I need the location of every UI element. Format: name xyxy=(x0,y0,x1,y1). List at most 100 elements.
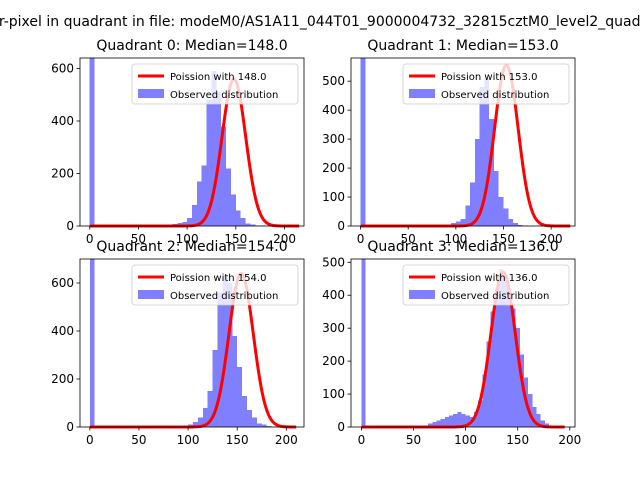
subplot-grid: 0 50 100 150 200 0 200 400 600 Poission with 148.… xyxy=(51,38,581,447)
x-tick-label: 150 xyxy=(224,232,247,246)
legend: Poission with 148.0 Observed distribution xyxy=(131,63,299,105)
histogram-bar xyxy=(227,283,233,427)
histogram-bar xyxy=(513,223,518,226)
legend-fit-label: Poission with 153.0 xyxy=(441,72,537,83)
y-tick-label: 600 xyxy=(51,276,74,290)
y-tick-label: 400 xyxy=(51,324,74,338)
subplot-quadrant-3: 0 50 100 150 200 0 100 200 300 400 500 Poission wit… xyxy=(322,239,581,447)
histogram-bar xyxy=(503,275,508,427)
histogram-bar xyxy=(490,311,495,427)
histogram-bar xyxy=(192,422,198,427)
histogram-bars xyxy=(89,259,272,427)
legend-hist-label: Observed distribution xyxy=(441,90,549,101)
histogram-bar xyxy=(489,118,494,226)
histogram-bar xyxy=(89,58,95,226)
histogram-bar xyxy=(217,292,223,427)
histogram-bar xyxy=(486,341,491,427)
histogram-bar xyxy=(470,182,475,226)
histogram-bar xyxy=(261,424,267,427)
y-tick-label: 500 xyxy=(322,255,345,269)
histogram-bar xyxy=(473,412,479,427)
histogram-bar xyxy=(515,328,520,427)
histogram-bar xyxy=(177,222,183,226)
legend-hist-label: Observed distribution xyxy=(170,90,278,101)
histogram-bar xyxy=(444,417,449,427)
y-tick-label: 500 xyxy=(322,74,345,88)
histogram-bar xyxy=(436,420,441,427)
legend-hist-swatch xyxy=(409,290,435,299)
subplot-title: Quadrant 3: Median=136.0 xyxy=(367,239,558,255)
histogram-bar xyxy=(242,395,248,427)
histogram-bar xyxy=(247,410,252,427)
legend-fit-label: Poission with 154.0 xyxy=(170,273,266,284)
x-tick-label: 100 xyxy=(177,433,200,447)
subplot-quadrant-1: 0 50 100 150 200 0 100 200 300 400 500 Poission wit… xyxy=(322,38,576,246)
histogram-bar xyxy=(465,415,470,427)
histogram-bar xyxy=(482,374,487,427)
x-tick-label: 0 xyxy=(358,433,366,447)
histogram-bar xyxy=(222,275,228,427)
histogram-bar xyxy=(197,417,203,427)
x-tick-label: 150 xyxy=(492,232,515,246)
legend-box xyxy=(402,264,570,306)
x-tick-label: 50 xyxy=(131,232,146,246)
histogram-bar xyxy=(461,413,466,427)
legend: Poission with 153.0 Observed distribution xyxy=(402,63,570,105)
histogram-bar xyxy=(440,418,445,427)
x-tick-label: 50 xyxy=(131,433,146,447)
histogram-bar xyxy=(206,100,212,226)
histogram-bar xyxy=(508,218,514,226)
y-tick-label: 100 xyxy=(322,190,345,204)
histogram-bar xyxy=(89,259,95,427)
histogram-bar xyxy=(230,194,236,226)
histogram-bar xyxy=(474,139,480,226)
histogram-bar xyxy=(507,295,512,427)
histogram-bar xyxy=(221,126,227,226)
histogram-bar xyxy=(455,221,461,226)
y-tick-label: 400 xyxy=(51,114,74,128)
subplot-title: Quadrant 2: Median=154.0 xyxy=(96,239,287,255)
histogram-bar xyxy=(235,210,241,226)
legend-hist-label: Observed distribution xyxy=(441,291,549,302)
y-tick-label: 400 xyxy=(322,288,345,302)
y-tick-label: 200 xyxy=(51,372,74,386)
subplot-quadrant-2: 0 50 100 150 200 0 200 400 600 Poission with 154.… xyxy=(51,239,305,447)
legend-hist-label: Observed distribution xyxy=(170,291,278,302)
histogram-bar xyxy=(202,407,208,427)
histogram-bar xyxy=(498,268,504,427)
x-tick-label: 0 xyxy=(357,232,365,246)
x-tick-label: 150 xyxy=(226,433,249,447)
axes-frame xyxy=(79,57,305,227)
y-tick-label: 200 xyxy=(51,167,74,181)
histogram-bar xyxy=(511,308,516,427)
y-tick-label: 300 xyxy=(322,321,345,335)
x-tick-label: 0 xyxy=(86,232,94,246)
histogram-bar xyxy=(201,165,207,226)
histogram-bar xyxy=(207,391,213,427)
x-tick-label: 200 xyxy=(558,433,581,447)
y-tick-label: 600 xyxy=(51,62,74,76)
histogram-bar xyxy=(211,71,217,226)
histogram-bar xyxy=(517,224,523,226)
legend-box xyxy=(131,264,299,306)
histogram-bar xyxy=(187,218,192,226)
x-tick-label: 0 xyxy=(86,433,94,447)
histogram-bar xyxy=(266,425,272,427)
histogram-bar xyxy=(250,224,256,226)
histogram-bar xyxy=(494,288,499,427)
axes-frame xyxy=(79,258,305,428)
figure-suptitle: Counts per-pixel in quadrant in file: mo… xyxy=(0,14,640,30)
histogram-bar xyxy=(432,422,437,427)
histogram-bar xyxy=(457,412,462,427)
histogram-bar xyxy=(493,170,499,226)
y-tick-label: 0 xyxy=(66,219,74,233)
histogram-bar xyxy=(478,400,483,427)
histogram-bar xyxy=(448,415,454,427)
y-tick-label: 200 xyxy=(322,161,345,175)
histogram-bar xyxy=(212,350,218,427)
histogram-bar xyxy=(245,223,251,226)
histogram-bar xyxy=(519,354,524,427)
x-tick-label: 150 xyxy=(506,433,529,447)
histogram-bar xyxy=(251,417,257,427)
histogram-bars xyxy=(360,58,528,226)
